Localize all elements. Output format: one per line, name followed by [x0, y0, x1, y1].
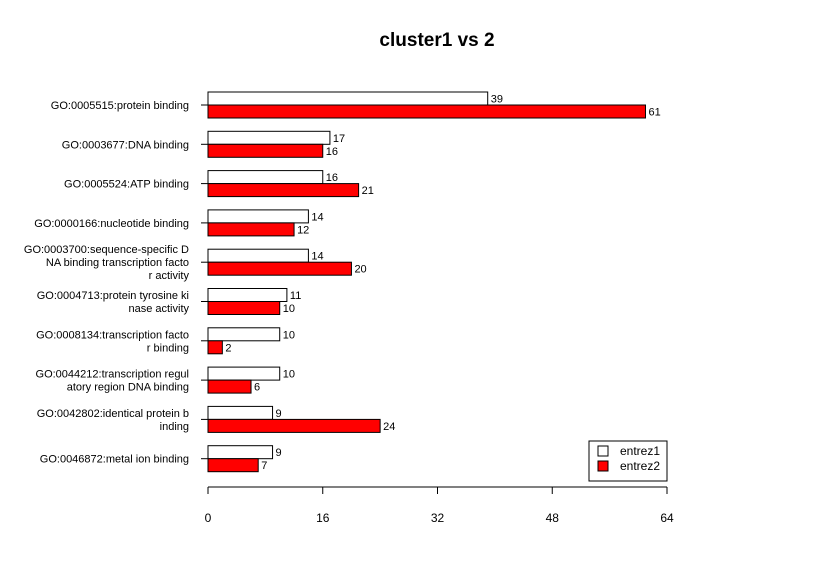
- category-label-3-0: GO:0000166:nucleotide binding: [34, 218, 189, 230]
- category-label-6-0: GO:0008134:transcription facto: [36, 329, 189, 341]
- x-axis: 0 16 32 48 64: [205, 486, 674, 525]
- category-labels: GO:0005515:protein binding GO:0003677:DNA…: [24, 100, 208, 466]
- value-label-entrez2-9: 7: [261, 460, 267, 472]
- category-label-2-0: GO:0005524:ATP binding: [64, 179, 189, 191]
- value-label-entrez1-8: 9: [276, 408, 282, 420]
- category-label-0-0: GO:0005515:protein binding: [51, 100, 189, 112]
- legend-swatch-entrez2: [597, 460, 609, 472]
- category-label-7-1: atory region DNA binding: [67, 382, 189, 394]
- value-label-entrez2-0: 61: [648, 107, 660, 119]
- value-label-entrez2-3: 12: [297, 224, 309, 236]
- bar-entrez2-8: [207, 418, 381, 433]
- chart-title: cluster1 vs 2: [379, 30, 494, 51]
- bar-entrez1-3: [207, 209, 309, 224]
- x-tick-label-3: 48: [546, 511, 560, 525]
- bar-entrez2-2: [207, 183, 360, 198]
- bar-entrez1-4: [207, 248, 309, 263]
- category-label-7-0: GO:0044212:transcription regul: [36, 369, 189, 381]
- bar-entrez2-1: [207, 143, 324, 158]
- legend-label-entrez1: entrez1: [620, 444, 660, 458]
- bar-entrez1-2: [207, 170, 324, 185]
- bar-entrez1-6: [207, 327, 281, 342]
- value-label-entrez1-7: 10: [283, 369, 295, 381]
- category-label-4-0: GO:0003700:sequence-specific D: [24, 244, 189, 256]
- category-label-5-0: GO:0004713:protein tyrosine ki: [37, 290, 189, 302]
- bar-entrez1-7: [207, 366, 281, 381]
- value-label-entrez1-2: 16: [326, 172, 338, 184]
- value-label-entrez2-2: 21: [362, 185, 374, 197]
- category-label-9-0: GO:0046872:metal ion binding: [40, 454, 189, 466]
- bar-entrez2-6: [207, 340, 223, 355]
- value-label-entrez2-5: 10: [283, 303, 295, 315]
- bar-entrez2-4: [207, 261, 352, 276]
- category-label-4-1: NA binding transcription facto: [46, 257, 189, 269]
- bar-entrez2-9: [207, 458, 259, 473]
- bar-entrez1-9: [207, 445, 274, 460]
- value-label-entrez1-0: 39: [491, 94, 503, 106]
- category-label-5-1: nase activity: [128, 303, 189, 315]
- bar-entrez1-8: [207, 405, 274, 420]
- category-label-8-1: inding: [160, 421, 189, 433]
- value-label-entrez1-3: 14: [311, 211, 323, 223]
- bar-entrez1-5: [207, 288, 288, 302]
- bar-entrez2-7: [207, 379, 252, 394]
- bar-entrez2-3: [207, 222, 295, 237]
- x-tick-label-2: 32: [431, 511, 445, 525]
- x-tick-label-4: 64: [660, 511, 674, 525]
- category-label-4-2: r activity: [149, 270, 190, 282]
- value-label-entrez1-1: 17: [333, 133, 345, 145]
- category-label-6-1: r binding: [147, 342, 189, 354]
- value-label-entrez2-1: 16: [326, 146, 338, 158]
- value-label-entrez1-4: 14: [311, 251, 323, 263]
- legend-label-entrez2: entrez2: [620, 459, 660, 473]
- value-label-entrez2-7: 6: [254, 382, 260, 394]
- x-tick-label-1: 16: [316, 511, 330, 525]
- value-label-entrez1-9: 9: [276, 447, 282, 459]
- legend-swatch-entrez1: [597, 445, 609, 457]
- value-label-entrez1-6: 10: [283, 329, 295, 341]
- value-label-entrez2-4: 20: [354, 264, 366, 276]
- bar-entrez2-5: [207, 301, 281, 315]
- x-tick-label-0: 0: [205, 511, 212, 525]
- bar-entrez1-1: [207, 130, 331, 145]
- bar-entrez1-0: [207, 91, 489, 106]
- value-label-entrez1-5: 11: [290, 290, 301, 302]
- value-label-entrez2-6: 2: [225, 342, 231, 354]
- value-label-entrez2-8: 24: [383, 421, 395, 433]
- category-label-1-0: GO:0003677:DNA binding: [62, 139, 189, 151]
- category-label-8-0: GO:0042802:identical protein b: [37, 408, 189, 420]
- bar-entrez2-0: [207, 104, 646, 119]
